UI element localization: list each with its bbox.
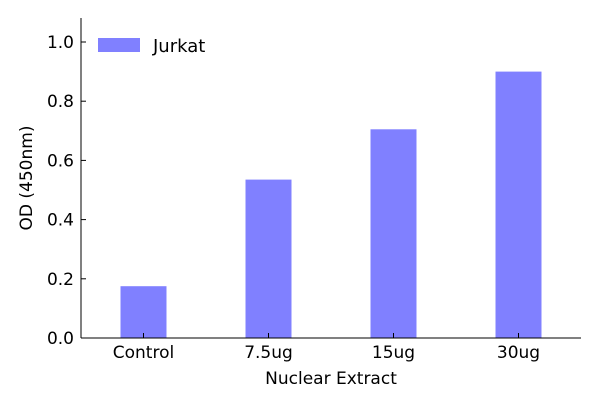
bar-15ug <box>370 129 417 338</box>
y-tick-label: 0.8 <box>47 92 74 112</box>
x-ticks-group: Control 7.5ug 15ug 30ug <box>113 333 540 363</box>
x-tick-label: 7.5ug <box>244 343 293 363</box>
y-axis-title: OD (450nm) <box>17 126 37 231</box>
y-tick-label: 0.4 <box>47 211 74 231</box>
axes-group <box>80 18 581 339</box>
bar-7-5ug <box>245 179 292 338</box>
x-axis-title: Nuclear Extract <box>265 369 397 389</box>
bar-control <box>120 286 167 338</box>
legend: Jurkat <box>98 36 205 57</box>
x-tick-label: Control <box>113 343 174 363</box>
x-tick-label: 30ug <box>497 343 540 363</box>
legend-swatch-jurkat <box>98 38 140 52</box>
bars-group <box>120 71 542 338</box>
x-tick-label: 15ug <box>372 343 415 363</box>
y-tick-label: 0.0 <box>47 329 74 349</box>
y-tick-label: 0.2 <box>47 270 74 290</box>
bar-30ug <box>495 71 542 338</box>
legend-label-jurkat: Jurkat <box>152 36 205 57</box>
y-tick-label: 0.6 <box>47 151 74 171</box>
y-tick-label: 1.0 <box>47 33 74 53</box>
y-ticks-group: 0.0 0.2 0.4 0.6 0.8 1.0 <box>47 33 86 349</box>
